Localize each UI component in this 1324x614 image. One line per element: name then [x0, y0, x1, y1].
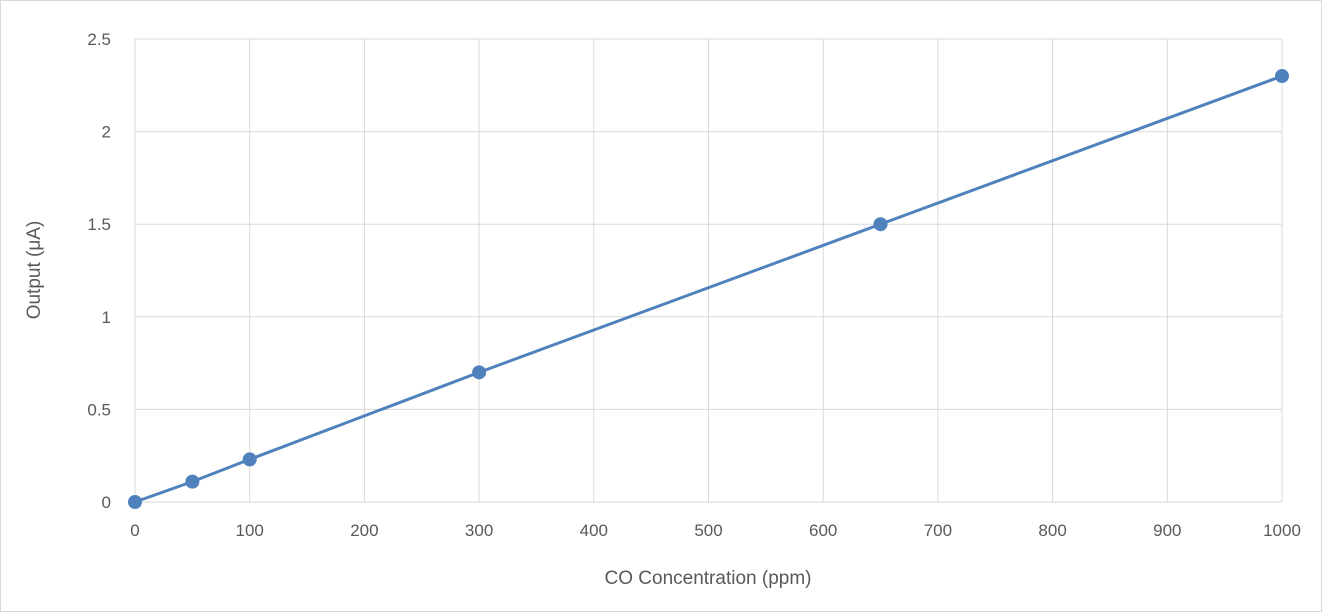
x-tick-label: 700 [924, 521, 952, 540]
data-point [185, 474, 200, 489]
y-axis-title: Output (μA) [24, 221, 45, 320]
data-point [242, 452, 257, 467]
x-tick-label: 0 [130, 521, 139, 540]
y-axis-ticks: 0 0.5 1 1.5 2 2.5 [87, 30, 111, 512]
y-tick-label: 0.5 [87, 400, 111, 419]
x-tick-label: 500 [694, 521, 722, 540]
x-tick-label: 300 [465, 521, 493, 540]
series-layer [128, 69, 1289, 509]
x-tick-label: 600 [809, 521, 837, 540]
y-tick-label: 1 [102, 308, 111, 327]
data-point [128, 495, 142, 509]
data-point [472, 365, 487, 380]
x-tick-label: 900 [1153, 521, 1181, 540]
x-tick-label: 100 [236, 521, 264, 540]
series-line [133, 74, 1284, 504]
x-tick-label: 400 [580, 521, 608, 540]
data-point [1275, 69, 1289, 84]
x-axis-title: CO Concentration (ppm) [605, 568, 812, 589]
x-axis-ticks: 0 100 200 300 400 500 600 700 800 900 1000 [130, 521, 1301, 540]
data-point [873, 217, 888, 232]
y-tick-label: 1.5 [87, 215, 111, 234]
x-tick-label: 800 [1038, 521, 1066, 540]
gridlines [134, 38, 1283, 503]
y-tick-label: 0 [102, 493, 111, 512]
x-tick-label: 1000 [1263, 521, 1301, 540]
y-tick-label: 2.5 [87, 30, 111, 49]
y-tick-label: 2 [102, 123, 111, 142]
x-tick-label: 200 [350, 521, 378, 540]
